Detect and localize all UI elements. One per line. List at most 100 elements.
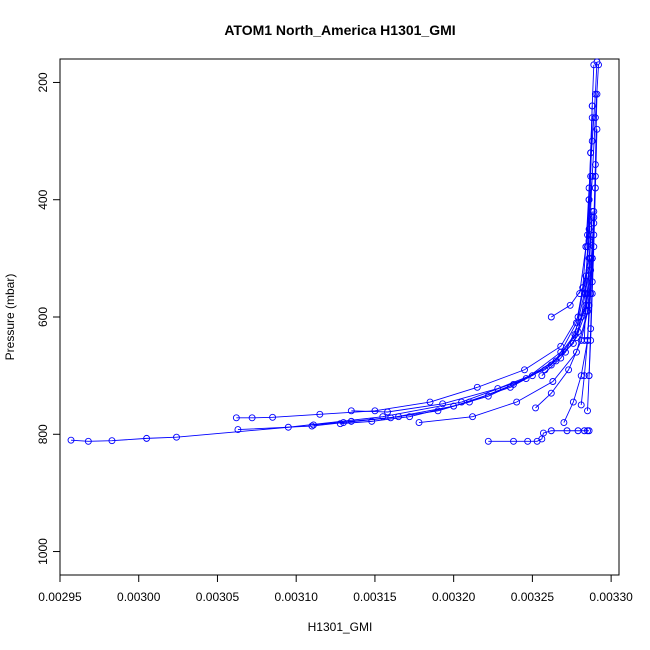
series-line [351, 258, 592, 413]
series-line [535, 258, 593, 409]
data-point [588, 137, 596, 145]
data-point [465, 398, 473, 406]
data-point [510, 437, 517, 445]
series-line [418, 258, 593, 423]
data-point [547, 313, 555, 321]
data-point [565, 366, 573, 374]
data-point [143, 434, 151, 442]
x-tick-label: 0.00310 [275, 590, 319, 604]
series-line [313, 211, 593, 426]
data-point [593, 125, 601, 133]
series-5 [347, 254, 595, 416]
series-line [579, 64, 599, 294]
data-point [316, 410, 324, 418]
data-point [473, 383, 481, 391]
data-point [588, 172, 596, 180]
data-point [67, 436, 75, 444]
series-6 [415, 254, 596, 426]
data-point [310, 421, 317, 429]
data-point [384, 408, 391, 416]
data-point [84, 437, 92, 445]
data-point [269, 413, 277, 421]
x-tick-label: 0.00330 [589, 590, 633, 604]
data-point [513, 398, 521, 406]
series-1 [232, 114, 596, 422]
data-point [371, 407, 379, 415]
x-axis: 0.00295 0.00300 0.00305 0.00310 0.00315 0.003… [38, 574, 633, 604]
data-point [585, 427, 593, 435]
data-point [557, 342, 565, 350]
data-point [406, 413, 414, 421]
y-tick-label: 200 [36, 72, 50, 92]
y-tick-label: 1000 [36, 538, 50, 565]
data-point [232, 414, 240, 422]
data-point [577, 401, 585, 409]
data-point [587, 325, 595, 333]
data-point [591, 90, 599, 98]
x-tick-label: 0.00320 [432, 590, 476, 604]
data-point [524, 437, 532, 445]
series-17 [582, 58, 601, 251]
plot-frame [59, 58, 620, 576]
series-16 [576, 61, 602, 297]
series-line [551, 217, 593, 318]
data-point [347, 407, 355, 415]
data-point [547, 427, 555, 435]
data-point [576, 290, 584, 297]
y-tick-label: 600 [36, 307, 50, 327]
data-point [173, 433, 180, 441]
data-point [426, 398, 434, 406]
x-tick-label: 0.00305 [196, 590, 240, 604]
data-point [521, 366, 528, 374]
data-point [587, 266, 595, 274]
data-point [588, 278, 596, 286]
data-point [532, 404, 539, 412]
data-point [469, 413, 477, 421]
x-tick-label: 0.00300 [117, 590, 161, 604]
data-point [538, 372, 546, 380]
data-point [563, 427, 571, 435]
data-point [593, 58, 601, 66]
data-point [573, 348, 580, 356]
data-point [585, 196, 593, 204]
data-point [573, 334, 580, 341]
chart-title: ATOM1 North_America H1301_GMI [224, 22, 455, 38]
data-point [549, 378, 557, 385]
data-point [494, 385, 502, 392]
data-point [590, 219, 598, 227]
series-2 [234, 172, 596, 434]
series-7 [484, 427, 593, 445]
data-point [450, 402, 458, 410]
series-line [541, 217, 595, 376]
data-marks [67, 58, 602, 445]
data-point [588, 102, 596, 110]
data-point [585, 184, 593, 192]
series-10 [560, 172, 599, 426]
data-point [108, 437, 116, 445]
data-point [439, 400, 447, 408]
x-tick-label: 0.00325 [511, 590, 555, 604]
series-line [236, 117, 593, 419]
data-point [336, 420, 344, 428]
data-point [591, 161, 599, 169]
y-tick-label: 800 [36, 424, 50, 444]
y-tick-label: 400 [36, 189, 50, 209]
data-point [415, 419, 423, 426]
data-point [566, 301, 574, 309]
series-line [588, 94, 598, 376]
series-line [585, 61, 598, 247]
series-0 [67, 61, 598, 445]
data-point [539, 429, 547, 437]
data-point [547, 389, 555, 397]
data-point [582, 307, 590, 315]
data-point [347, 417, 355, 425]
x-tick-label: 0.00315 [353, 590, 397, 604]
data-point [395, 413, 402, 421]
data-point [584, 407, 591, 415]
data-point [582, 243, 590, 251]
data-point [248, 414, 256, 422]
data-point [585, 372, 593, 380]
y-axis: 200 400 600 800 1000 [36, 72, 61, 565]
data-point [577, 372, 585, 380]
